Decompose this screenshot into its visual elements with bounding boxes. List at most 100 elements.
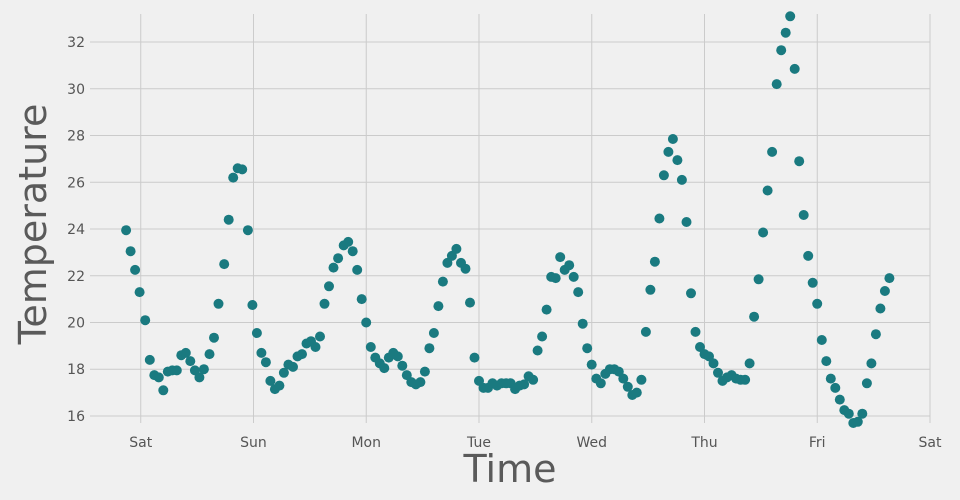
x-tick-label: Fri [809,435,826,451]
x-tick-labels: Sat Sun Mon Tue Wed Thu Fri Sat [129,435,942,451]
data-point [158,385,169,396]
data-point [879,286,890,296]
data-point [437,276,448,287]
data-point [866,358,877,369]
data-points [121,11,895,428]
data-point [121,225,132,236]
data-point [767,146,778,157]
data-point [343,236,354,247]
data-point [631,387,642,398]
data-point [825,373,836,384]
data-point [555,252,566,263]
x-axis-title: Time [463,447,557,491]
data-point [532,345,543,356]
data-point [228,172,239,183]
data-point [528,374,539,385]
y-tick-label: 30 [67,82,85,98]
data-point [319,298,330,309]
data-point [541,304,552,315]
data-point [740,374,751,385]
y-tick-label: 22 [67,269,85,285]
data-point [144,354,155,365]
data-point [821,356,832,367]
data-point [658,170,669,181]
data-point [310,342,321,352]
data-point [568,271,579,282]
data-point [419,366,430,377]
data-point [424,343,435,354]
data-point [550,273,561,284]
data-point [771,79,782,90]
data-point [776,45,787,56]
data-point [365,342,376,352]
data-point [676,174,687,185]
data-point [265,375,276,386]
data-point [582,343,593,354]
data-point [204,349,215,360]
data-point [843,408,854,419]
x-tick-label: Sun [240,435,267,451]
y-tick-label: 26 [67,175,85,191]
data-point [180,347,191,358]
data-point [686,288,696,299]
data-point [140,315,151,326]
data-point [744,358,755,369]
y-tick-label: 20 [67,316,85,332]
data-point [884,273,895,284]
y-axis-title: Temperature [11,104,55,346]
data-point [861,378,872,389]
data-point [794,156,805,167]
data-point [315,331,325,342]
data-point [278,367,289,378]
data-point [213,298,224,309]
data-point [256,347,267,358]
data-point [785,11,796,22]
y-grid [90,41,930,417]
y-tick-label: 28 [67,129,85,145]
data-point [242,225,253,236]
data-point [713,367,723,378]
data-point [171,365,182,376]
data-point [130,264,141,275]
y-tick-label: 16 [67,409,85,425]
data-point [708,358,719,369]
data-point [451,243,462,254]
data-point [672,155,683,166]
data-point [564,260,575,271]
data-point [324,281,334,292]
data-point [645,284,656,295]
data-point [663,146,674,157]
data-point [219,259,230,270]
data-point [654,213,665,224]
data-point [415,377,426,388]
x-grid [140,14,931,423]
data-point [573,287,584,298]
y-tick-labels: 16 18 20 22 24 26 28 30 32 [67,35,85,425]
x-tick-label: Sat [919,435,942,451]
x-tick-label: Thu [690,435,717,451]
data-point [328,262,339,273]
data-point [251,328,262,338]
data-point [640,326,651,337]
data-point [667,134,678,144]
y-tick-label: 32 [67,35,85,51]
data-point [397,360,408,371]
data-point [695,342,705,352]
data-point [816,335,827,345]
y-tick-label: 18 [67,362,85,378]
data-point [649,256,660,267]
data-point [798,210,809,220]
data-point [622,381,633,392]
y-tick-label: 24 [67,222,85,238]
data-point [134,287,145,298]
data-point [347,246,358,257]
data-point [749,311,760,322]
data-point [361,317,372,328]
data-point [875,303,886,314]
data-point [333,253,344,264]
data-point [762,185,773,196]
data-point [433,301,444,312]
data-point [379,363,390,374]
data-point [297,349,307,360]
